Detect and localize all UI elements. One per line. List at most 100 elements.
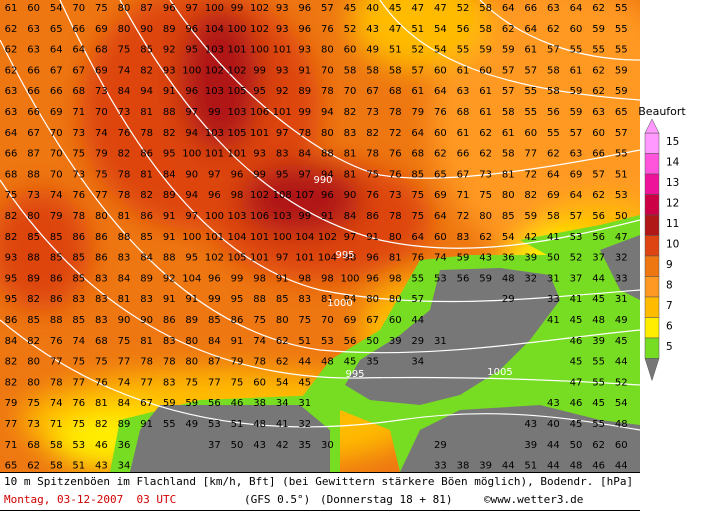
gust-value: 75 xyxy=(72,419,85,430)
gust-value: 56 xyxy=(592,211,605,222)
gust-value: 56 xyxy=(208,398,221,409)
gust-value: 102 xyxy=(227,65,246,76)
gust-value: 96 xyxy=(366,253,379,264)
gust-value: 46 xyxy=(95,440,108,451)
gust-value: 60 xyxy=(524,128,537,139)
gust-value: 55 xyxy=(592,419,605,430)
legend-swatch xyxy=(644,153,660,175)
gust-value: 102 xyxy=(205,253,224,264)
legend-arrow-down xyxy=(644,358,660,382)
gust-value: 62 xyxy=(592,65,605,76)
gust-value: 54 xyxy=(615,398,628,409)
gust-value: 67 xyxy=(72,65,85,76)
gust-value: 82 xyxy=(5,211,18,222)
gust-value: 60 xyxy=(570,24,583,35)
gust-value: 103 xyxy=(273,211,292,222)
gust-value: 75 xyxy=(298,315,311,326)
gust-value: 71 xyxy=(5,440,18,451)
gust-value: 96 xyxy=(208,190,221,201)
gust-value: 50 xyxy=(366,336,379,347)
gust-value: 104 xyxy=(227,232,246,243)
gust-value: 83 xyxy=(95,294,108,305)
gust-value: 90 xyxy=(344,190,357,201)
gust-value: 32 xyxy=(524,273,537,284)
gust-value: 90 xyxy=(140,24,153,35)
gust-value: 76 xyxy=(50,336,63,347)
gust-value: 80 xyxy=(389,232,402,243)
gust-value: 73 xyxy=(72,128,85,139)
gust-value: 57 xyxy=(411,294,424,305)
gust-value: 95 xyxy=(185,45,198,56)
gust-value: 74 xyxy=(253,336,266,347)
legend-label: 12 xyxy=(666,198,679,210)
gust-value: 75 xyxy=(27,398,40,409)
gust-value: 77 xyxy=(72,377,85,388)
gust-value: 76 xyxy=(434,107,447,118)
gust-value: 83 xyxy=(457,232,470,243)
gust-value: 44 xyxy=(615,357,628,368)
gust-value: 84 xyxy=(298,149,311,160)
gust-value: 96 xyxy=(298,3,311,14)
gust-value: 81 xyxy=(389,253,402,264)
gust-value: 68 xyxy=(27,440,40,451)
gust-value: 73 xyxy=(27,190,40,201)
gust-value: 82 xyxy=(524,190,537,201)
gust-value: 94 xyxy=(140,86,153,97)
gust-value: 78 xyxy=(366,149,379,160)
gust-value: 68 xyxy=(95,336,108,347)
legend-swatch xyxy=(644,296,660,318)
gust-value: 53 xyxy=(434,273,447,284)
gust-value: 96 xyxy=(366,273,379,284)
legend-swatch xyxy=(644,132,660,154)
gust-value: 61 xyxy=(5,3,18,14)
gust-value: 102 xyxy=(205,65,224,76)
gust-value: 48 xyxy=(592,315,605,326)
gust-value: 102 xyxy=(250,3,269,14)
gust-value: 94 xyxy=(321,169,334,180)
gust-value: 64 xyxy=(50,45,63,56)
gust-value: 43 xyxy=(524,419,537,430)
gust-value: 37 xyxy=(592,253,605,264)
gust-value: 97 xyxy=(185,107,198,118)
gust-value: 85 xyxy=(208,315,221,326)
gust-value: 70 xyxy=(95,107,108,118)
gust-value: 101 xyxy=(227,45,246,56)
gust-value: 62 xyxy=(592,440,605,451)
gust-value: 64 xyxy=(72,45,85,56)
gust-value: 55 xyxy=(457,45,470,56)
gust-value: 82 xyxy=(163,128,176,139)
footer-model: (GFS 0.5°) xyxy=(244,493,310,506)
gust-value: 46 xyxy=(592,461,605,472)
gust-value: 38 xyxy=(457,461,470,472)
gust-value: 89 xyxy=(298,86,311,97)
gust-value: 84 xyxy=(118,273,131,284)
gust-value: 70 xyxy=(321,315,334,326)
gust-value: 81 xyxy=(502,169,515,180)
gust-value: 100 xyxy=(227,24,246,35)
gust-value: 52 xyxy=(615,377,628,388)
gust-value: 86 xyxy=(95,253,108,264)
gust-value: 84 xyxy=(5,336,18,347)
gust-value: 79 xyxy=(5,398,18,409)
isobar-label: 1005 xyxy=(487,367,512,378)
gust-value: 94 xyxy=(185,190,198,201)
gust-value: 51 xyxy=(615,169,628,180)
gust-value: 100 xyxy=(273,232,292,243)
gust-value: 90 xyxy=(118,315,131,326)
gust-value: 82 xyxy=(95,419,108,430)
gust-value: 78 xyxy=(72,211,85,222)
gust-value: 100 xyxy=(205,211,224,222)
gust-value: 43 xyxy=(479,253,492,264)
gust-value: 62 xyxy=(592,3,605,14)
footer-caption: 10 m Spitzenböen im Flachland [km/h, Bft… xyxy=(4,475,633,488)
gust-value: 66 xyxy=(27,107,40,118)
legend-swatch xyxy=(644,235,660,257)
gust-value: 68 xyxy=(411,149,424,160)
gust-value: 88 xyxy=(321,149,334,160)
isobar-label: 990 xyxy=(313,175,332,186)
gust-value: 33 xyxy=(615,273,628,284)
gust-value: 103 xyxy=(227,211,246,222)
gust-value: 45 xyxy=(592,398,605,409)
gust-value: 73 xyxy=(479,169,492,180)
gust-value: 59 xyxy=(592,24,605,35)
